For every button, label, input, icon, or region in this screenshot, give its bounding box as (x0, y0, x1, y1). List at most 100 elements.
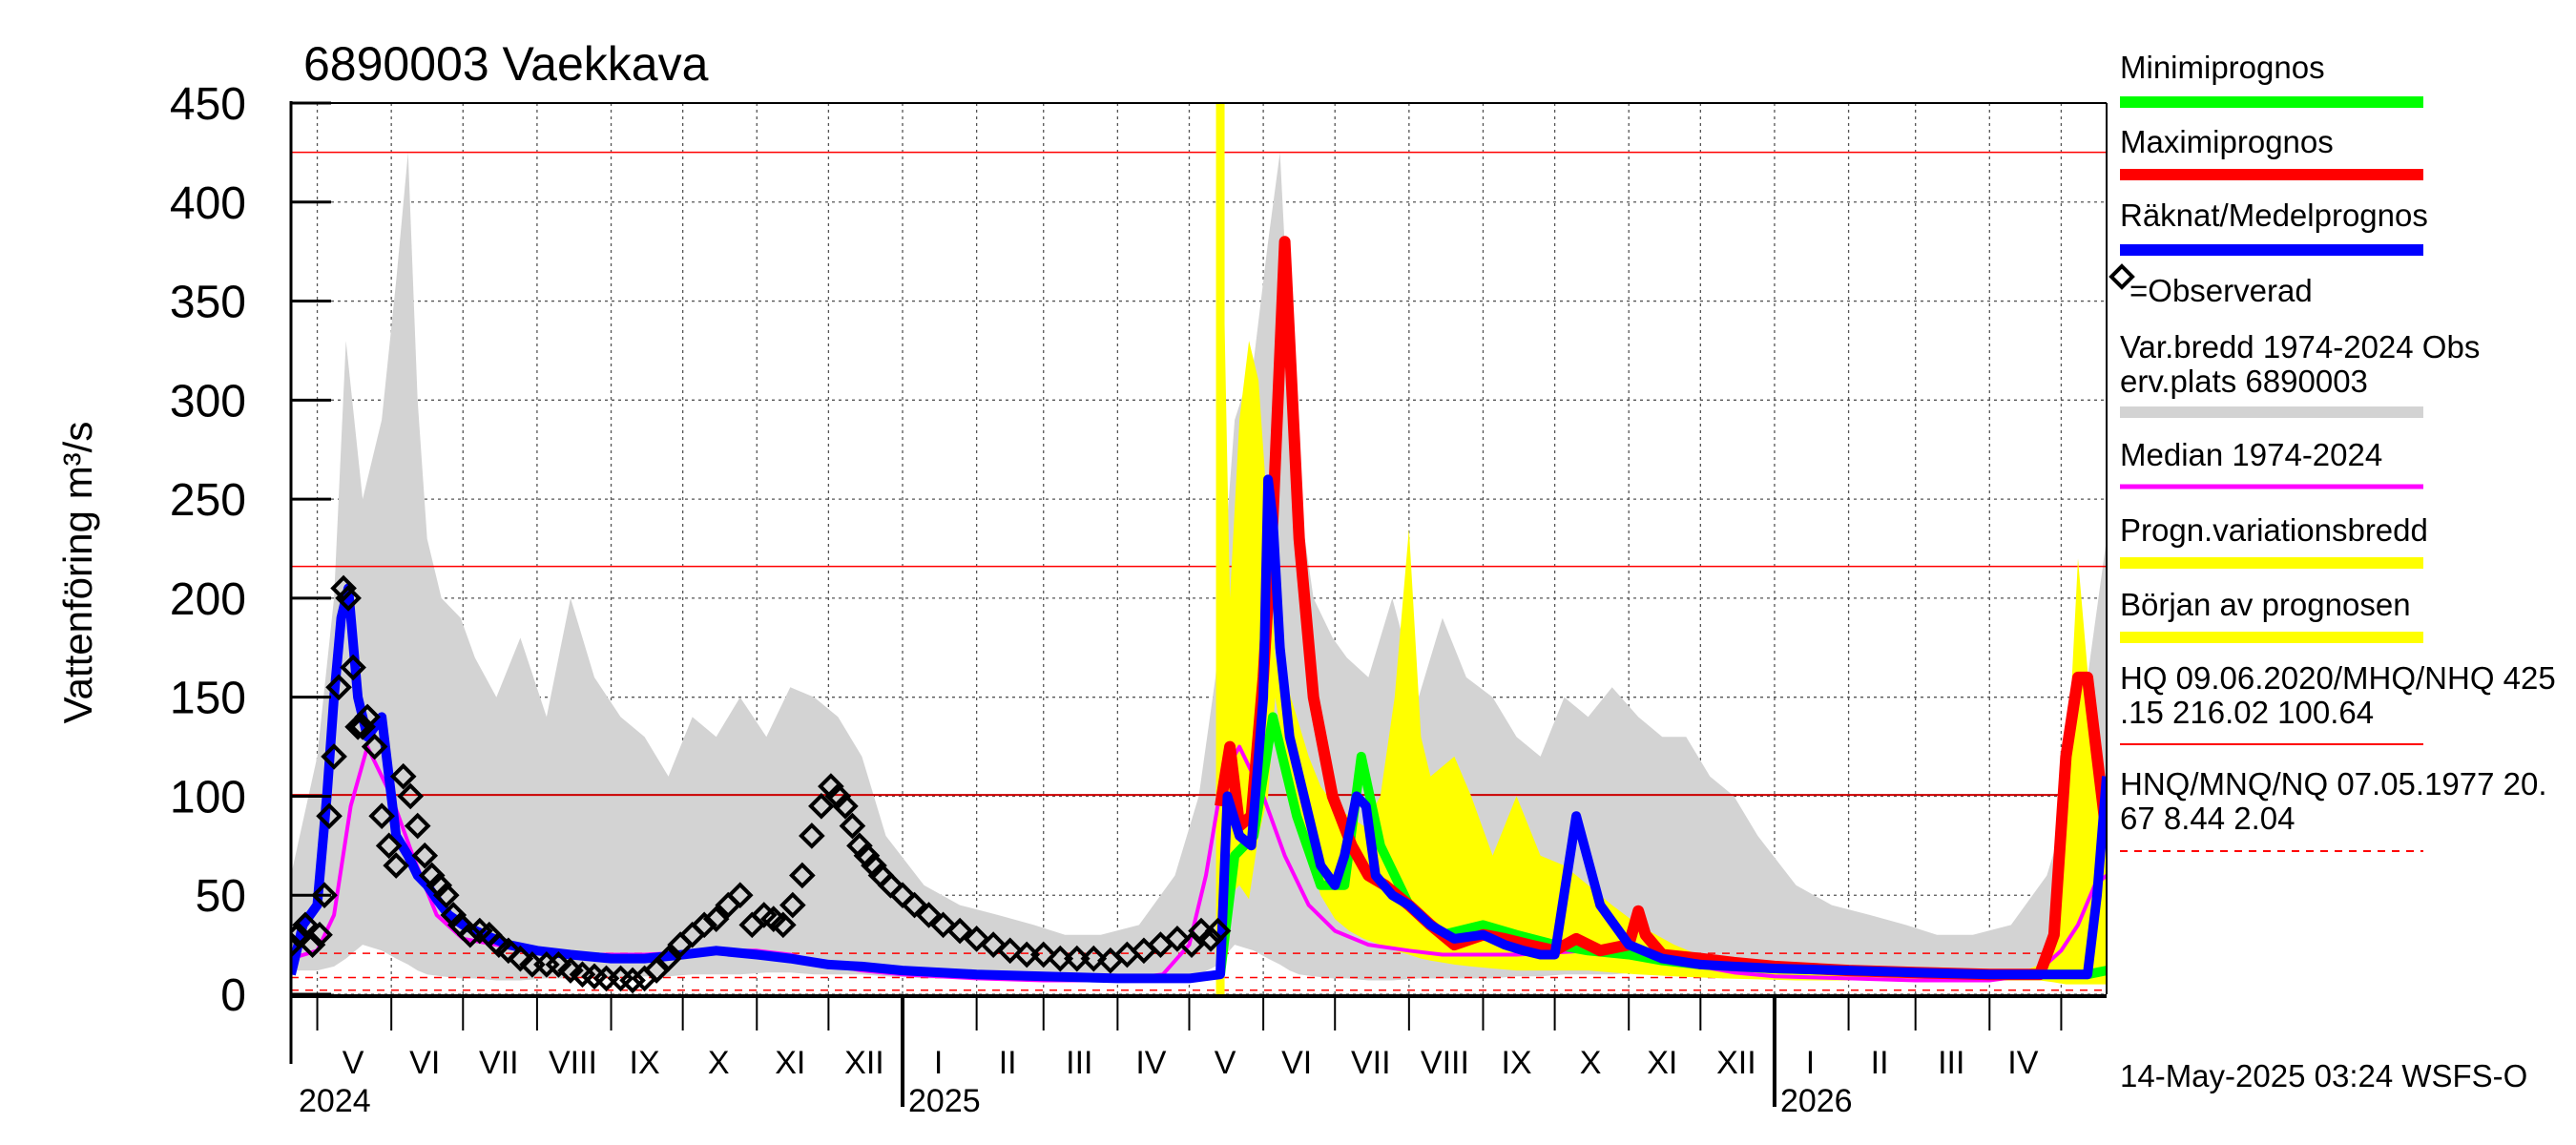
observed-point (963, 926, 990, 952)
y-tick-label: 150 (170, 674, 246, 724)
observed-point (1029, 941, 1057, 968)
observed-point (702, 906, 730, 932)
observed-point (411, 842, 439, 869)
observed-point (1204, 917, 1232, 945)
observed-point (311, 882, 338, 909)
month-label: XII (1716, 1045, 1756, 1081)
observed-point (861, 852, 887, 879)
legend-item: Progn.variationsbredd (2120, 512, 2428, 569)
month-label: VIII (549, 1045, 597, 1081)
legend-item: Räknat/Medelprognos (2120, 198, 2428, 256)
legend-label-line: 67 8.44 2.04 (2120, 801, 2296, 836)
month-label: V (1215, 1045, 1236, 1081)
observed-point (853, 842, 881, 869)
observed-point (432, 882, 460, 909)
legend-label: Början av prognosen (2120, 587, 2411, 622)
chart-title: 6890003 Vaekkava (303, 37, 709, 91)
observed-point (691, 911, 718, 939)
month-label: VII (479, 1045, 519, 1081)
observed-point (799, 822, 825, 849)
observed-point (456, 921, 484, 948)
y-tick-label: 300 (170, 376, 246, 427)
legend-item: =Observerad (2109, 263, 2313, 308)
legend-item: Maximiprognos (2120, 124, 2423, 180)
legend-item: Minimiprognos (2120, 50, 2423, 108)
observed-point (846, 832, 873, 860)
legend-label-line: HQ 09.06.2020/MHQ/NHQ 425 (2120, 660, 2556, 696)
observed-point (619, 967, 646, 994)
observed-point (643, 957, 670, 984)
month-label: II (1871, 1045, 1889, 1081)
observed-point (818, 773, 844, 800)
observed-point (397, 782, 425, 810)
observed-point (929, 911, 957, 939)
observed-point (299, 931, 326, 958)
month-label: I (1806, 1045, 1815, 1081)
observed-point (495, 937, 522, 965)
observed-point (383, 852, 410, 879)
variation-band-historical (291, 152, 2107, 981)
observed-point (1080, 945, 1108, 972)
month-label: III (1938, 1045, 1964, 1081)
month-label: I (934, 1045, 943, 1081)
month-label: VIII (1421, 1045, 1469, 1081)
legend: Minimiprognos Maximiprognos Räknat/Medelpr… (2109, 50, 2556, 852)
observed-point (832, 792, 859, 820)
legend-label: Progn.variationsbredd (2120, 512, 2428, 548)
y-tick-label: 250 (170, 475, 246, 526)
observed-point (291, 931, 304, 958)
year-label: 2024 (299, 1083, 371, 1119)
observed-point (1197, 926, 1224, 952)
observed-point (368, 802, 395, 830)
observed-point (980, 931, 1007, 958)
legend-item: Median 1974-2024 (2120, 437, 2423, 489)
month-label: IV (1135, 1045, 1166, 1081)
observed-point (325, 674, 352, 701)
month-label: XI (1647, 1045, 1677, 1081)
legend-label: HQ 09.06.2020/MHQ/NHQ 425.15 216.02 100.… (2120, 660, 2556, 730)
observed-point (1164, 926, 1191, 952)
observed-point (654, 945, 682, 972)
legend-item: Var.bredd 1974-2024 Obs erv.plats 6890003 (2120, 329, 2480, 418)
plot-content (291, 103, 2107, 994)
y-tick-label: 50 (196, 871, 246, 922)
observed-point (779, 891, 806, 919)
y-tick-label: 0 (220, 970, 246, 1021)
month-label: II (999, 1045, 1017, 1081)
observed-point (418, 862, 446, 889)
observed-point (789, 862, 816, 889)
month-label: V (343, 1045, 364, 1081)
observed-point (824, 782, 852, 810)
observed-point (440, 902, 467, 928)
observed-point (839, 812, 866, 840)
legend-label: =Observerad (2129, 273, 2313, 308)
observed-point (292, 911, 319, 939)
observed-point (354, 703, 381, 731)
observed-point (404, 812, 431, 840)
month-label: XII (844, 1045, 884, 1081)
observed-point (769, 911, 797, 939)
observed-point (545, 951, 572, 978)
y-tick-label: 400 (170, 178, 246, 229)
footer-timestamp: 14-May-2025 03:24 WSFS-O (2120, 1058, 2527, 1093)
month-label: VI (1281, 1045, 1312, 1081)
legend-label: Median 1974-2024 (2120, 437, 2382, 472)
legend-label-line: Var.bredd 1974-2024 Obs (2120, 329, 2480, 364)
legend-label: Minimiprognos (2120, 50, 2325, 85)
legend-label: Räknat/Medelprognos (2120, 198, 2428, 233)
observed-point (1063, 945, 1091, 972)
y-tick-label: 450 (170, 79, 246, 130)
month-label: IV (2007, 1045, 2038, 1081)
observed-point (996, 937, 1024, 965)
legend-label: HNQ/MNQ/NQ 07.05.1977 20. 67 8.44 2.04 (2120, 766, 2547, 836)
legend-observed-marker (2109, 263, 2135, 290)
observed-point (389, 762, 417, 790)
month-label: III (1066, 1045, 1092, 1081)
mean-forecast-line (291, 474, 2107, 984)
month-label: XI (775, 1045, 805, 1081)
observed-point (915, 902, 943, 928)
year-label: 2026 (1780, 1083, 1853, 1119)
observed-point (330, 574, 357, 602)
